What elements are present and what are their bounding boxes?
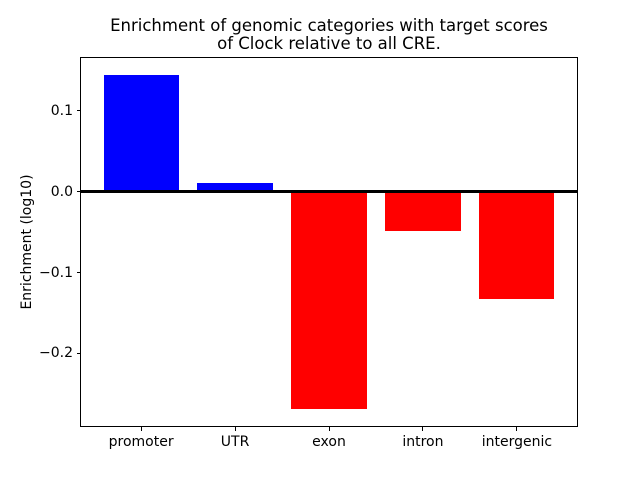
y-tick-mark bbox=[76, 272, 81, 274]
y-tick-label: −0.1 bbox=[39, 264, 73, 281]
x-tick-mark bbox=[516, 427, 518, 431]
x-tick-label-intergenic: intergenic bbox=[481, 433, 553, 450]
y-tick-mark bbox=[76, 191, 81, 193]
bar-exon bbox=[291, 191, 367, 410]
x-tick-label-promoter: promoter bbox=[108, 433, 174, 450]
chart-title: Enrichment of genomic categories with ta… bbox=[81, 17, 577, 53]
y-tick-mark bbox=[76, 352, 81, 354]
y-tick-label: −0.2 bbox=[39, 345, 73, 362]
bar-intron bbox=[385, 191, 461, 231]
bar-intergenic bbox=[479, 191, 555, 300]
y-tick-label: 0.1 bbox=[50, 102, 73, 119]
y-tick-mark bbox=[76, 110, 81, 112]
x-tick-label-UTR: UTR bbox=[220, 433, 250, 450]
chart-title-line-1: Enrichment of genomic categories with ta… bbox=[110, 16, 548, 35]
x-tick-label-intron: intron bbox=[402, 433, 444, 450]
y-tick-label: 0.0 bbox=[50, 183, 73, 200]
bar-promoter bbox=[103, 74, 179, 192]
bar-UTR bbox=[197, 182, 273, 192]
chart-title-line-2: of Clock relative to all CRE. bbox=[217, 34, 441, 53]
x-tick-mark bbox=[422, 427, 424, 431]
x-tick-mark bbox=[234, 427, 236, 431]
x-tick-mark bbox=[140, 427, 142, 431]
x-tick-label-exon: exon bbox=[312, 433, 346, 450]
x-tick-mark bbox=[328, 427, 330, 431]
zero-line bbox=[81, 190, 577, 193]
